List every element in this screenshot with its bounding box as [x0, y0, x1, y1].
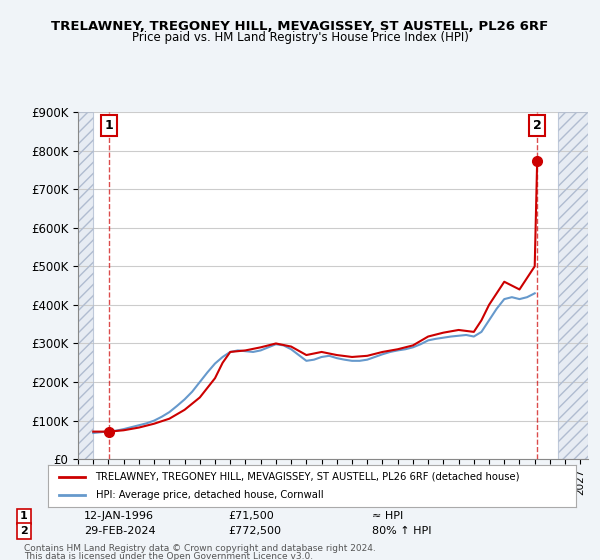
Text: Price paid vs. HM Land Registry's House Price Index (HPI): Price paid vs. HM Land Registry's House …	[131, 31, 469, 44]
Text: 29-FEB-2024: 29-FEB-2024	[84, 526, 155, 536]
Text: 2: 2	[20, 526, 28, 536]
Text: 2: 2	[533, 119, 542, 132]
Bar	[78, 112, 93, 459]
Bar	[557, 112, 588, 459]
Bar	[557, 112, 588, 459]
Text: £772,500: £772,500	[228, 526, 281, 536]
Text: ≈ HPI: ≈ HPI	[372, 511, 403, 521]
Text: Contains HM Land Registry data © Crown copyright and database right 2024.: Contains HM Land Registry data © Crown c…	[24, 544, 376, 553]
Text: 1: 1	[20, 511, 28, 521]
Text: This data is licensed under the Open Government Licence v3.0.: This data is licensed under the Open Gov…	[24, 552, 313, 560]
Text: TRELAWNEY, TREGONEY HILL, MEVAGISSEY, ST AUSTELL, PL26 6RF: TRELAWNEY, TREGONEY HILL, MEVAGISSEY, ST…	[52, 20, 548, 32]
Bar	[78, 112, 93, 459]
Text: 80% ↑ HPI: 80% ↑ HPI	[372, 526, 431, 536]
Text: 12-JAN-1996: 12-JAN-1996	[84, 511, 154, 521]
Text: 1: 1	[104, 119, 113, 132]
Text: £71,500: £71,500	[228, 511, 274, 521]
Text: HPI: Average price, detached house, Cornwall: HPI: Average price, detached house, Corn…	[95, 490, 323, 500]
Text: TRELAWNEY, TREGONEY HILL, MEVAGISSEY, ST AUSTELL, PL26 6RF (detached house): TRELAWNEY, TREGONEY HILL, MEVAGISSEY, ST…	[95, 472, 520, 482]
